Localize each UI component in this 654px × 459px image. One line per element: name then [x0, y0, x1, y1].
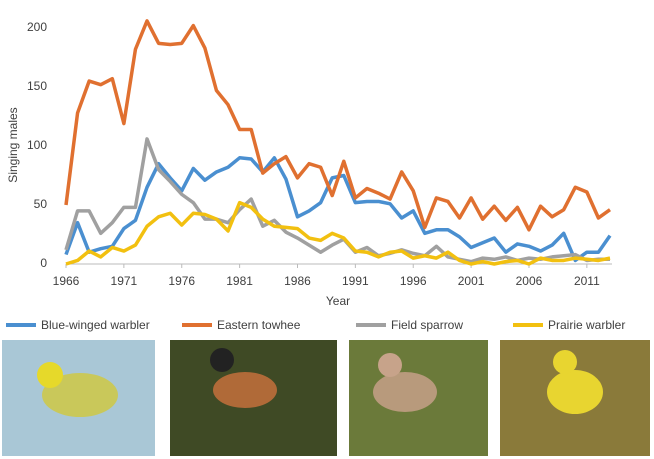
- bird-head: [37, 362, 63, 388]
- x-tick-label: 1981: [226, 274, 253, 288]
- x-tick-label: 1971: [111, 274, 138, 288]
- series-line: [64, 137, 610, 264]
- y-tick-label: 150: [27, 79, 47, 93]
- y-tick-label: 100: [27, 138, 47, 152]
- bird: [373, 372, 437, 412]
- bird-head: [210, 348, 234, 372]
- x-tick-label: 1991: [342, 274, 369, 288]
- x-tick-label: 2006: [516, 274, 543, 288]
- y-axis-label: Singing males: [6, 107, 20, 182]
- legend-label: Eastern towhee: [217, 318, 301, 332]
- x-tick-label: 1986: [284, 274, 311, 288]
- y-tick-label: 200: [27, 20, 47, 34]
- bird-head: [553, 350, 577, 374]
- bird: [42, 373, 118, 417]
- x-tick-label: 1996: [400, 274, 427, 288]
- x-tick-label: 2001: [458, 274, 485, 288]
- series-line: [64, 19, 612, 232]
- x-tick-label: 2011: [574, 274, 600, 288]
- x-tick-label: 1976: [168, 274, 195, 288]
- legend-label: Blue-winged warbler: [41, 318, 150, 332]
- y-tick-label: 0: [40, 256, 47, 270]
- bird: [547, 370, 603, 414]
- x-tick-label: 1966: [53, 274, 80, 288]
- photos: [2, 340, 650, 456]
- y-tick-label: 50: [34, 197, 48, 211]
- x-axis-label: Year: [326, 294, 350, 308]
- bird-head: [378, 353, 402, 377]
- series-line: [65, 200, 611, 266]
- legend-label: Field sparrow: [391, 318, 463, 332]
- legend-label: Prairie warbler: [548, 318, 625, 332]
- bird: [213, 372, 277, 408]
